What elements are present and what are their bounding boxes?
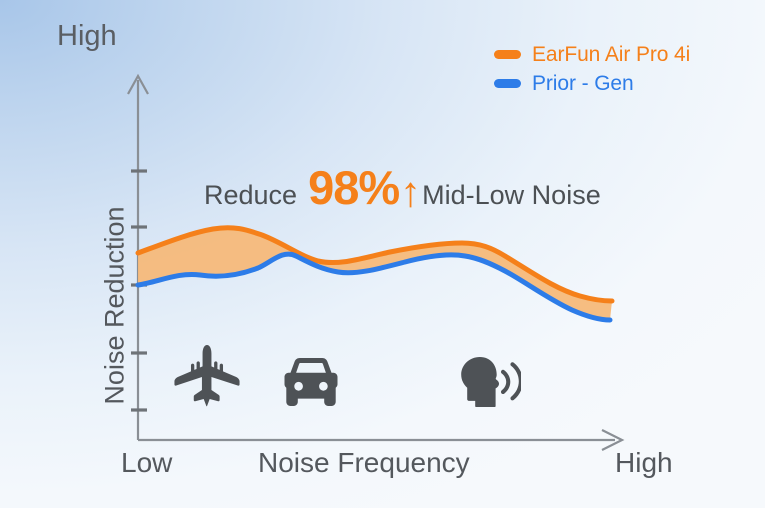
headline-value: 98% <box>308 161 400 214</box>
airplane-icon <box>173 345 241 407</box>
headline-suffix: Mid-Low Noise <box>422 180 601 210</box>
x-axis-title: Noise Frequency <box>258 447 470 478</box>
car-icon <box>279 358 343 406</box>
y-axis-top-label: High <box>57 20 117 52</box>
series-line-prior-gen <box>135 251 613 323</box>
chart-legend: EarFun Air Pro 4i Prior - Gen <box>494 44 690 94</box>
voice-icon <box>459 357 521 407</box>
headline-annotation: Reduce 98% ↑ Mid-Low Noise <box>204 160 601 215</box>
x-axis <box>138 429 625 451</box>
series-line-earfun-air-pro-4i <box>135 225 615 304</box>
legend-swatch-icon <box>494 50 521 59</box>
x-axis-left-label: Low <box>121 447 173 478</box>
legend-item-prior-gen: Prior - Gen <box>494 73 690 94</box>
legend-swatch-icon <box>494 79 521 88</box>
legend-item-label: Prior - Gen <box>532 72 634 95</box>
headline-prefix: Reduce <box>204 180 298 210</box>
up-arrow-icon: ↑ <box>400 168 422 215</box>
x-axis-right-label: High <box>615 447 673 478</box>
legend-item-label: EarFun Air Pro 4i <box>532 43 691 66</box>
legend-item-earfun-air-pro-4i: EarFun Air Pro 4i <box>494 44 690 65</box>
y-axis-title: Noise Reduction <box>99 206 130 405</box>
